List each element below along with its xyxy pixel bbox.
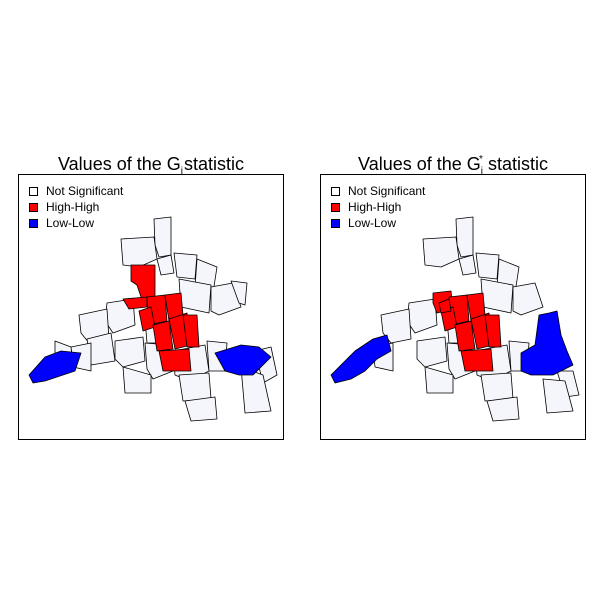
panel-title: Values of the Gi* statistic [320,146,586,177]
region [173,252,198,280]
legend-swatch-low-low [331,218,340,228]
region [153,216,172,258]
region [230,280,248,306]
region [458,254,477,276]
title-main: Values of the G [358,154,481,174]
high-high-regions [122,264,200,372]
legend-swatch-low-low [29,218,38,228]
region [480,372,514,402]
region [120,236,158,268]
region [484,314,502,348]
region [122,296,148,310]
map-legend: Not Significant High-High Low-Low [331,183,425,231]
region [380,308,412,344]
region [114,336,146,368]
region [422,236,460,268]
low-low-regions [28,344,272,384]
map-frame: Not Significant High-High Low-Low [320,174,586,440]
high-high-regions [432,290,502,372]
legend-swatch-high-high [331,202,340,212]
region [455,216,474,258]
region [28,350,82,384]
legend-item-not-significant: Not Significant [29,183,123,199]
legend-item-low-low: Low-Low [29,215,123,231]
region [152,320,174,352]
region [406,298,438,334]
region [542,378,574,414]
region [214,344,272,376]
region [438,298,452,314]
region [486,396,520,422]
map-legend: Not Significant High-High Low-Low [29,183,123,231]
region [424,366,454,394]
region [460,348,494,372]
panel-gi-star: Values of the Gi* statistic Not Signific… [320,146,586,440]
legend-swatch-not-significant [331,186,340,196]
region [182,314,200,348]
choropleth-map [28,216,278,422]
title-superscript: * [479,154,483,165]
region [520,310,574,376]
panel-title: Values of the Gi statistic [18,146,284,177]
choropleth-map [330,216,580,422]
region [210,282,242,316]
legend-item-not-significant: Not Significant [331,183,425,199]
legend-item-high-high: High-High [29,199,123,215]
region [330,334,392,384]
panel-gi: Values of the Gi statistic Not Significa… [18,146,284,440]
region [178,278,212,314]
legend-label: Low-Low [348,216,397,230]
legend-label: Not Significant [348,184,426,198]
low-low-regions [330,310,574,384]
title-subscript: i [180,166,183,177]
region [475,252,500,280]
legend-item-high-high: High-High [331,199,425,215]
title-rest: statistic [482,154,548,174]
title-main: Values of the G [58,154,181,174]
region [184,396,218,422]
legend-label: Not Significant [46,184,124,198]
title-rest: statistic [178,154,244,174]
region [480,278,514,314]
region [156,254,175,276]
region [512,282,544,316]
map-frame: Not Significant High-High Low-Low [18,174,284,440]
legend-swatch-high-high [29,202,38,212]
region [178,372,212,402]
legend-label: High-High [46,200,100,214]
legend-item-low-low: Low-Low [331,215,425,231]
legend-label: Low-Low [46,216,95,230]
region [158,348,192,372]
legend-label: High-High [348,200,402,214]
title-subscript: i [480,166,484,177]
legend-swatch-not-significant [29,186,38,196]
region [454,320,476,352]
region [122,366,152,394]
region [416,336,448,368]
